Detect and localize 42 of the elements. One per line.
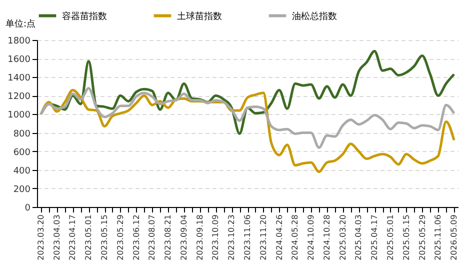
y-tick-label: 0 [24, 204, 31, 214]
x-tick-label: 2025.04.03 [354, 214, 364, 260]
y-tick-label: 1000 [8, 110, 31, 121]
x-tick-label: 2023.11.06 [243, 214, 252, 260]
y-tick-label: 1800 [8, 36, 31, 46]
y-tick-label: 800 [13, 129, 31, 140]
line-series [40, 86, 456, 149]
x-tick-label: 2023.05.15 [100, 214, 110, 260]
x-tick-label: 2023.03.20 [36, 214, 46, 260]
x-tick-label: 2023.05.29 [116, 214, 125, 260]
x-tick-label: 2024.05.28 [290, 214, 300, 260]
y-tick-label: 1600 [8, 55, 31, 66]
legend-label: 容器苗指数 [62, 10, 107, 22]
x-tick-label: 2026.05.09 [450, 214, 459, 260]
y-tick-label: 1400 [8, 74, 31, 84]
x-tick-label: 2023.04.03 [52, 214, 62, 260]
x-tick-label: 2023.10.09 [211, 214, 220, 260]
x-tick-label: 2023.04.17 [68, 214, 78, 260]
legend-label: 油松总指数 [292, 10, 337, 22]
x-tick-label: 2023.09.04 [179, 214, 188, 260]
x-tick-label: 2025.11.06 [434, 214, 443, 260]
x-tick-label: 2023.08.07 [148, 214, 157, 260]
legend-label: 土球苗指数 [177, 10, 222, 22]
y-tick-label: 1200 [8, 92, 31, 102]
x-tick-label: 2025.05.15 [402, 214, 411, 260]
x-tick-label: 2025.03.20 [338, 214, 348, 260]
y-tick-label: 600 [13, 148, 31, 158]
x-tick-label: 2024.10.28 [322, 214, 332, 260]
x-tick-label: 2023.10.23 [227, 214, 236, 260]
x-tick-label: 2023.05.01 [84, 214, 94, 260]
y-tick-label: 400 [13, 166, 31, 176]
x-tick-label: 2023.08.21 [164, 214, 173, 260]
x-tick-label: 2025.05.29 [418, 214, 427, 260]
x-tick-label: 2025.05.01 [386, 214, 395, 260]
x-tick-label: 2023.06.12 [132, 214, 141, 260]
y-axis-title: 单位:点 [6, 18, 36, 30]
x-tick-label: 2025.04.17 [370, 214, 380, 260]
y-tick-label: 200 [13, 184, 31, 195]
x-tick-label: 2023.09.18 [195, 214, 204, 260]
x-tick-label: 2024.10.09 [306, 214, 316, 260]
x-tick-label: 2023.11.20 [258, 214, 268, 260]
x-tick-label: 2024.04.26 [274, 214, 284, 260]
